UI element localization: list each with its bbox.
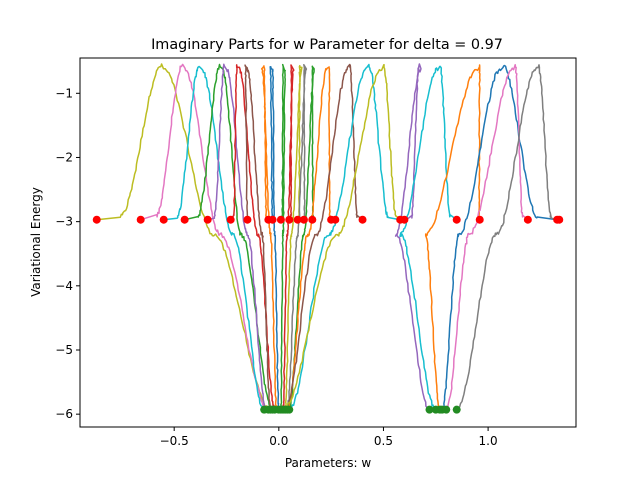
start-point-7 — [243, 215, 252, 224]
min-point-17 — [452, 405, 461, 414]
start-point-24 — [555, 215, 564, 224]
start-point-3 — [159, 215, 168, 224]
x-tick-label: 0.5 — [374, 434, 393, 448]
start-point-13 — [299, 215, 308, 224]
series-line-12 — [284, 64, 303, 411]
series-line-23 — [445, 63, 529, 412]
series-line-21 — [424, 64, 481, 411]
y-axis-ticks: −6 −5 −4 −3 −2 −1 — [55, 86, 80, 421]
y-tick-label: −4 — [55, 279, 73, 293]
start-point-20 — [452, 215, 461, 224]
min-point-12 — [425, 405, 434, 414]
y-tick-label: −6 — [55, 407, 73, 421]
axes-frame — [79, 57, 577, 428]
series-line-9 — [269, 65, 280, 410]
series-line-14 — [288, 65, 315, 410]
start-point-9 — [268, 215, 277, 224]
series-line-10 — [279, 63, 286, 411]
x-tick-label: 0.0 — [269, 434, 288, 448]
start-point-5 — [203, 215, 212, 224]
min-point-16 — [442, 405, 451, 414]
y-tick-label: −2 — [55, 150, 73, 164]
start-point-17 — [358, 215, 367, 224]
x-axis-label: Parameters: w — [285, 456, 372, 470]
start-point-4 — [180, 215, 189, 224]
series-line-2 — [140, 63, 269, 411]
series-line-20 — [399, 65, 458, 412]
x-tick-label: −0.5 — [160, 434, 189, 448]
y-axis-label: Variational Energy — [29, 187, 43, 297]
start-point-2 — [136, 215, 145, 224]
series-line-5 — [207, 63, 267, 411]
start-point-1 — [92, 215, 101, 224]
x-tick-label: 1.0 — [479, 434, 498, 448]
series-line-18 — [282, 64, 405, 411]
series-line-7 — [244, 64, 272, 412]
start-point-12 — [293, 215, 302, 224]
series-line-11 — [282, 64, 295, 412]
series-line-24 — [456, 64, 560, 412]
series-line-13 — [286, 63, 308, 410]
series-line-19 — [394, 63, 431, 412]
series-line-16 — [284, 63, 363, 411]
start-point-16 — [331, 215, 340, 224]
chart-title: Imaginary Parts for w Parameter for delt… — [151, 37, 503, 53]
start-point-22 — [523, 215, 532, 224]
y-tick-label: −3 — [55, 215, 73, 229]
series-layer — [96, 63, 560, 412]
series-line-8 — [260, 65, 278, 411]
y-tick-label: −1 — [55, 86, 73, 100]
x-axis-ticks: −0.5 0.0 0.5 1.0 — [160, 427, 498, 448]
plot-area: −0.5 0.0 0.5 1.0 −6 −5 −4 −3 −2 −1 — [55, 57, 577, 448]
start-point-10 — [276, 215, 285, 224]
start-point-19 — [400, 215, 409, 224]
series-line-22 — [441, 64, 558, 410]
marker-layer — [92, 215, 564, 414]
start-point-14 — [308, 215, 317, 224]
series-line-15 — [286, 66, 332, 411]
min-point-11 — [285, 405, 294, 414]
series-line-3 — [163, 65, 265, 411]
start-point-21 — [475, 215, 484, 224]
start-point-6 — [226, 215, 235, 224]
y-tick-label: −5 — [55, 343, 73, 357]
start-point-11 — [285, 215, 294, 224]
